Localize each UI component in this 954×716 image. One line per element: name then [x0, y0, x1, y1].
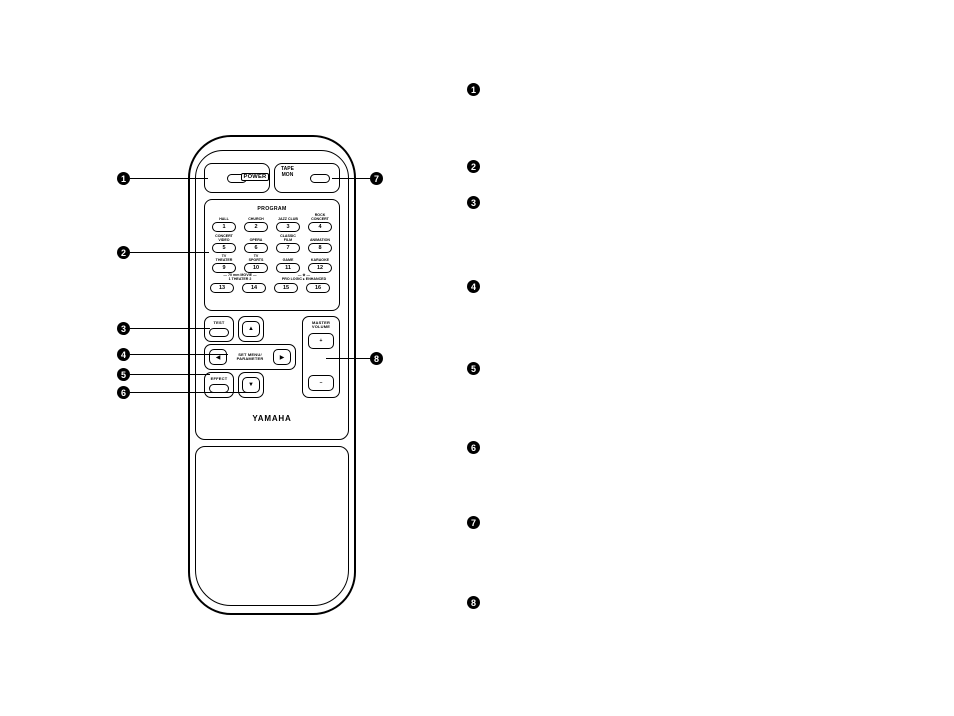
nav-down-icon: ▼: [242, 377, 260, 393]
prog-btn-14[interactable]: 14: [242, 283, 266, 293]
prog-btn-7[interactable]: 7: [276, 243, 300, 253]
legend-bullet-8: 8: [467, 596, 480, 609]
prog-row4-right-label: — ※ — PRO LOGIC ▸ ENHANCED: [274, 274, 334, 282]
prog-label: ANIMATION: [310, 235, 330, 243]
remote-lower-panel: [195, 446, 349, 606]
legend-bullet-1: 1: [467, 83, 480, 96]
prog-label: KARAOKE: [311, 255, 329, 263]
prog-label: CLASSIC FILM: [280, 235, 296, 243]
prog-row4-left-label: — 70 mm MOVIE — 1 THEATER 2: [210, 274, 270, 282]
nav-right-icon: ▶: [273, 349, 291, 365]
volume-down-button[interactable]: –: [308, 375, 334, 391]
callout-leader: [332, 178, 370, 179]
nav-left-icon: ◀: [209, 349, 227, 365]
prog-label: OPERA: [250, 235, 263, 243]
test-btn-oval: [209, 328, 229, 337]
legend-bullet-7: 7: [467, 516, 480, 529]
prog-btn-2[interactable]: 2: [244, 222, 268, 232]
prog-label: TV THEATER: [216, 255, 233, 263]
callout-bullet-7: 7: [370, 172, 383, 185]
setmenu-label: SET MENU/ PARAMETER: [231, 353, 269, 361]
callout-bullet-5: 5: [117, 368, 130, 381]
tape-mon-label: TAPE MON: [281, 167, 294, 178]
callout-bullet-2: 2: [117, 246, 130, 259]
prog-label: CONCERT VIDEO: [215, 235, 233, 243]
callout-bullet-4: 4: [117, 348, 130, 361]
prog-btn-5[interactable]: 5: [212, 243, 236, 253]
callout-bullet-8: 8: [370, 352, 383, 365]
legend-bullet-6: 6: [467, 441, 480, 454]
prog-btn-3[interactable]: 3: [276, 222, 300, 232]
legend-bullet-5: 5: [467, 362, 480, 375]
brand-logo: YAMAHA: [188, 414, 356, 423]
prog-btn-10[interactable]: 10: [244, 263, 268, 273]
callout-leader: [130, 328, 210, 329]
callout-leader: [130, 354, 228, 355]
prog-btn-4[interactable]: 4: [308, 222, 332, 232]
legend-bullet-2: 2: [467, 160, 480, 173]
nav-up-block[interactable]: ▲: [238, 316, 264, 342]
prog-label: HALL: [219, 214, 229, 222]
prog-btn-13[interactable]: 13: [210, 283, 234, 293]
effect-button-block[interactable]: EFFECT: [204, 372, 234, 398]
prog-label: ROCK CONCERT: [311, 214, 329, 222]
prog-btn-15[interactable]: 15: [274, 283, 298, 293]
prog-label: TV SPORTS: [249, 255, 264, 263]
program-title: PROGRAM: [257, 206, 286, 212]
callout-leader: [130, 178, 208, 179]
prog-btn-1[interactable]: 1: [212, 222, 236, 232]
program-grid: HALL1 CHURCH2 JAZZ CLUB3 ROCK CONCERT4 C…: [210, 214, 334, 273]
callout-bullet-1: 1: [117, 172, 130, 185]
prog-btn-12[interactable]: 12: [308, 263, 332, 273]
master-volume-label: MASTER VOLUME: [312, 321, 330, 329]
prog-label: CHURCH: [248, 214, 264, 222]
callout-leader: [130, 392, 256, 393]
test-label: TEST: [213, 321, 224, 325]
prog-btn-8[interactable]: 8: [308, 243, 332, 253]
tape-mon-led-icon: [310, 174, 330, 183]
control-cluster: TEST ▲ ◀ SET MENU/ PARAMETER ▶ EFFECT ▼ …: [204, 316, 340, 408]
prog-btn-6[interactable]: 6: [244, 243, 268, 253]
master-volume-block: MASTER VOLUME + –: [302, 316, 340, 398]
nav-down-block[interactable]: ▼: [238, 372, 264, 398]
prog-label: GAME: [283, 255, 294, 263]
power-label: POWER: [241, 173, 269, 181]
prog-label: JAZZ CLUB: [278, 214, 298, 222]
legend-bullet-4: 4: [467, 280, 480, 293]
program-panel: PROGRAM HALL1 CHURCH2 JAZZ CLUB3 ROCK CO…: [204, 199, 340, 311]
volume-up-button[interactable]: +: [308, 333, 334, 349]
diagram-canvas: POWER TAPE MON PROGRAM HALL1 CHURCH2 JAZ…: [0, 0, 954, 716]
tape-mon-button[interactable]: TAPE MON: [274, 163, 340, 193]
callout-leader: [326, 358, 370, 359]
prog-btn-11[interactable]: 11: [276, 263, 300, 273]
nav-up-icon: ▲: [242, 321, 260, 337]
prog-btn-9[interactable]: 9: [212, 263, 236, 273]
setmenu-block[interactable]: ◀ SET MENU/ PARAMETER ▶: [204, 344, 296, 370]
power-button[interactable]: POWER: [204, 163, 270, 193]
prog-btn-16[interactable]: 16: [306, 283, 330, 293]
effect-label: EFFECT: [211, 377, 228, 381]
callout-leader: [130, 252, 209, 253]
callout-bullet-3: 3: [117, 322, 130, 335]
callout-bullet-6: 6: [117, 386, 130, 399]
callout-leader: [130, 374, 210, 375]
test-button-block[interactable]: TEST: [204, 316, 234, 342]
top-row: POWER TAPE MON: [204, 163, 340, 193]
legend-bullet-3: 3: [467, 196, 480, 209]
